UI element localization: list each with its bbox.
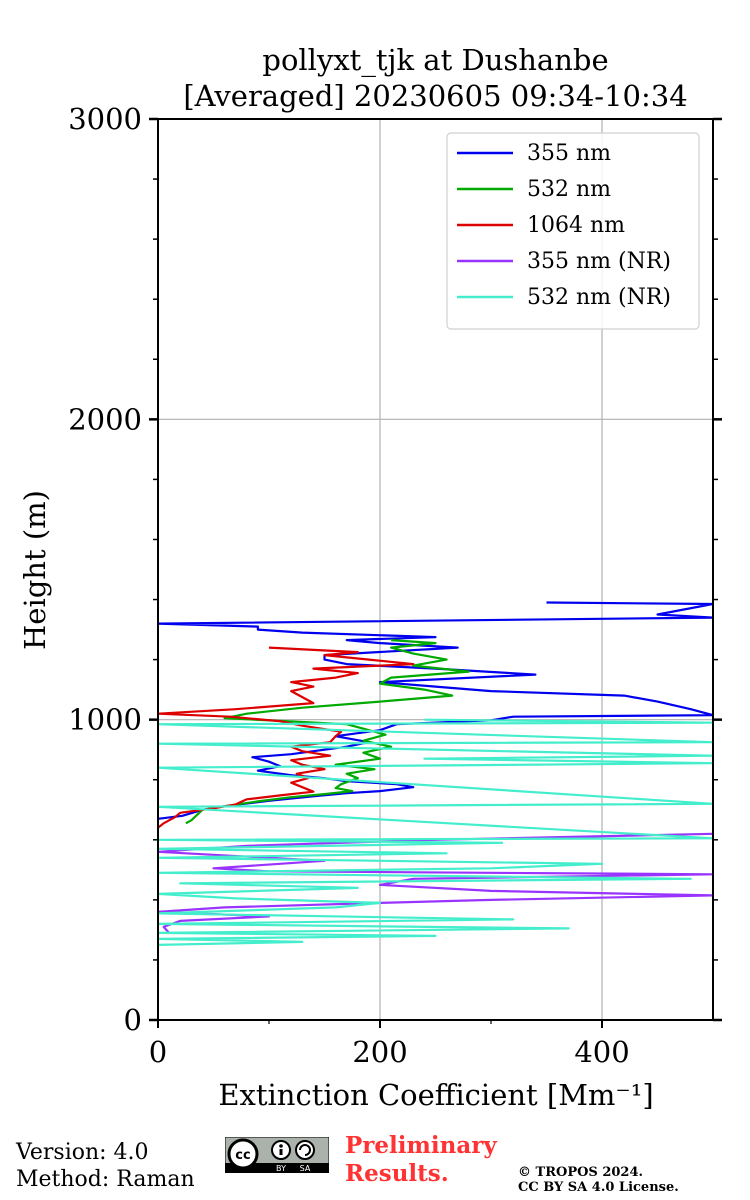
- y-tick-label: 3000: [68, 102, 142, 136]
- y-tick-label: 1000: [68, 703, 142, 737]
- version-text: Version: 4.0: [16, 1140, 149, 1165]
- prelim-line1: Preliminary: [345, 1132, 497, 1159]
- y-tick-label: 2000: [68, 402, 142, 436]
- legend: 355 nm 532 nm 1064 nm 355 nm (NR) 532 nm (NR…: [446, 132, 700, 330]
- y-tick-label: 0: [124, 1003, 142, 1037]
- legend-label: 355 nm (NR): [527, 249, 671, 274]
- chart-title-line1: pollyxt_tjk at Dushanbe: [262, 43, 609, 77]
- x-tick-label: 0: [149, 1035, 167, 1069]
- license-line2: CC BY SA 4.0 License.: [518, 1180, 679, 1195]
- legend-label: 355 nm: [527, 141, 611, 166]
- plot-frame: [157, 118, 714, 1021]
- legend-box: [446, 132, 700, 330]
- x-tick-label: 200: [352, 1035, 407, 1069]
- series-line-532-nm-nr-: [158, 718, 713, 946]
- series-line-532-nm: [185, 639, 470, 825]
- chart-title-line2: [Averaged] 20230605 09:34-10:34: [183, 79, 688, 113]
- license-text: © TROPOS 2024. CC BY SA 4.0 License.: [518, 1165, 679, 1195]
- cc-by-sa-badge-icon: cc BY SA: [225, 1137, 329, 1173]
- prelim-line2: Results.: [345, 1160, 449, 1187]
- legend-label: 532 nm (NR): [527, 285, 671, 310]
- cc-label: cc: [235, 1148, 250, 1163]
- license-line1: © TROPOS 2024.: [518, 1165, 644, 1180]
- legend-label: 532 nm: [527, 177, 611, 202]
- preliminary-results-text: Preliminary Results.: [345, 1132, 497, 1188]
- method-text: Method: Raman: [16, 1167, 195, 1192]
- series-line-1064-nm: [158, 646, 415, 829]
- sa-label: SA: [300, 1164, 311, 1173]
- legend-label: 1064 nm: [527, 213, 625, 238]
- by-label: BY: [276, 1164, 286, 1173]
- series-line-355-nm: [158, 601, 713, 820]
- x-axis-label: Extinction Coefficient [Mm⁻¹]: [218, 1078, 653, 1112]
- y-axis-label: Height (m): [18, 490, 52, 650]
- x-tick-label: 400: [574, 1035, 629, 1069]
